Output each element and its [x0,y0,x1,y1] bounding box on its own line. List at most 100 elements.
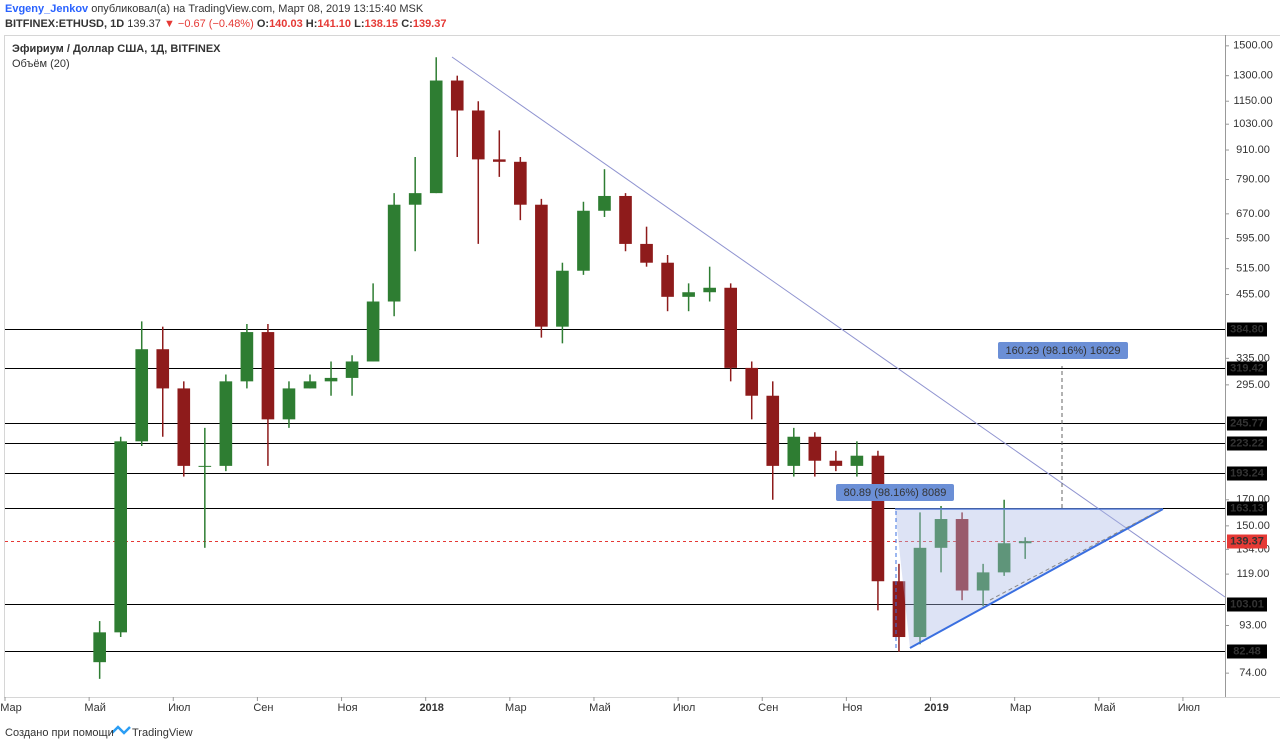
candle-body [724,288,737,368]
x-tick-label: 2019 [924,702,948,714]
candle-body [893,581,906,637]
symbol: BITFINEX:ETHUSD, 1D [5,18,124,30]
candle-body [598,196,611,211]
y-tick-label: 119.00 [1237,568,1270,580]
candle-body [409,193,422,205]
candle-body [872,456,885,582]
y-tick-label: 595.00 [1236,233,1270,245]
h-label: H: [306,18,318,30]
y-tick-label: 670.00 [1236,208,1270,220]
y-tick-label: 295.00 [1236,379,1270,391]
candle-body [325,378,338,381]
candle-body [514,162,527,205]
candle-body [135,349,148,441]
level-label: 319.42 [1230,362,1264,374]
x-tick-label: Ноя [842,702,862,714]
candle-body [93,632,106,662]
candle-body [177,388,190,465]
footer-brand[interactable]: TradingView [132,727,193,739]
y-tick-label: 910.00 [1236,144,1270,156]
x-tick-label: Июл [1178,702,1200,714]
x-tick-label: Май [1094,702,1116,714]
candle-body [787,437,800,466]
candle-body [556,271,569,327]
x-tick-label: Мар [1010,702,1032,714]
annotation: 160.29 (98.16%) 16029 [1006,345,1121,357]
candle-body [346,361,359,377]
level-label: 193.24 [1230,467,1265,479]
y-tick-label: 150.00 [1236,520,1270,532]
level-label: 163.13 [1230,502,1264,514]
c: 139.37 [413,18,447,30]
y-tick-label: 1500.00 [1233,40,1273,52]
candle-body [472,110,485,159]
change: −0.67 (−0.48%) [178,18,254,30]
y-tick-label: 74.00 [1239,667,1267,679]
candle-body [220,381,233,466]
y-tick-label: 1150.00 [1234,95,1273,107]
candle-body [577,211,590,271]
candle-body [241,332,254,381]
c-label: C: [401,18,413,30]
candle-body [809,437,822,461]
y-tick-label: 1030.00 [1233,118,1273,130]
candle-body [535,205,548,327]
header-line1: Evgeny_Jenkov опубликовал(а) на TradingV… [5,3,424,15]
candle-body [262,332,275,419]
candle-body [388,205,401,302]
candle-body [703,288,716,292]
last-price-label: 139.37 [1230,535,1264,547]
candle-body [766,396,779,466]
candle-body [682,292,695,297]
price: 139.37 [127,18,161,30]
chart-title: Эфириум / Доллар США, 1Д, BITFINEX [12,43,221,55]
o: 140.03 [269,18,303,30]
candle-body [114,441,127,632]
level-label: 384.80 [1230,323,1264,335]
x-tick-label: Май [84,702,106,714]
candle-body [619,196,632,244]
header-line2: BITFINEX:ETHUSD, 1D 139.37 ▼ −0.67 (−0.4… [5,18,446,30]
x-tick-label: Сен [758,702,778,714]
h: 141.10 [317,18,351,30]
candle-body [661,263,674,297]
level-label: 103.01 [1230,598,1264,610]
annotation: 80.89 (98.16%) 8089 [844,487,947,499]
footer-prefix: Создано при помощи [5,727,114,739]
candle-body [451,81,464,111]
x-tick-label: Сен [253,702,273,714]
y-tick-label: 790.00 [1236,173,1270,185]
x-tick-label: Июл [673,702,695,714]
candle-body [830,461,843,466]
arrow: ▼ [164,18,175,30]
candle-body [156,349,169,388]
x-tick-label: Май [589,702,611,714]
y-tick-label: 515.00 [1236,263,1270,275]
chart-subtitle: Объём (20) [12,58,70,70]
published: опубликовал(а) на TradingView.com, Март … [91,3,424,15]
candle-body [851,456,864,466]
l-label: L: [354,18,364,30]
author[interactable]: Evgeny_Jenkov [5,3,89,15]
level-label: 245.77 [1230,417,1264,429]
y-tick-label: 455.00 [1236,288,1270,300]
level-label: 223.22 [1230,437,1264,449]
x-tick-label: 2018 [419,702,443,714]
y-tick-label: 1300.00 [1233,70,1273,82]
candle-body [199,466,212,467]
x-tick-label: Ноя [338,702,358,714]
candle-body [304,381,317,388]
o-label: O: [257,18,269,30]
candle-body [745,368,758,396]
candle-body [640,244,653,263]
x-tick-label: Мар [505,702,527,714]
x-tick-label: Мар [0,702,22,714]
candle-body [283,388,296,419]
candle-body [367,302,380,362]
l: 138.15 [365,18,399,30]
level-label: 82.48 [1233,645,1261,657]
y-tick-label: 93.00 [1239,619,1267,631]
candle-body [430,81,443,194]
